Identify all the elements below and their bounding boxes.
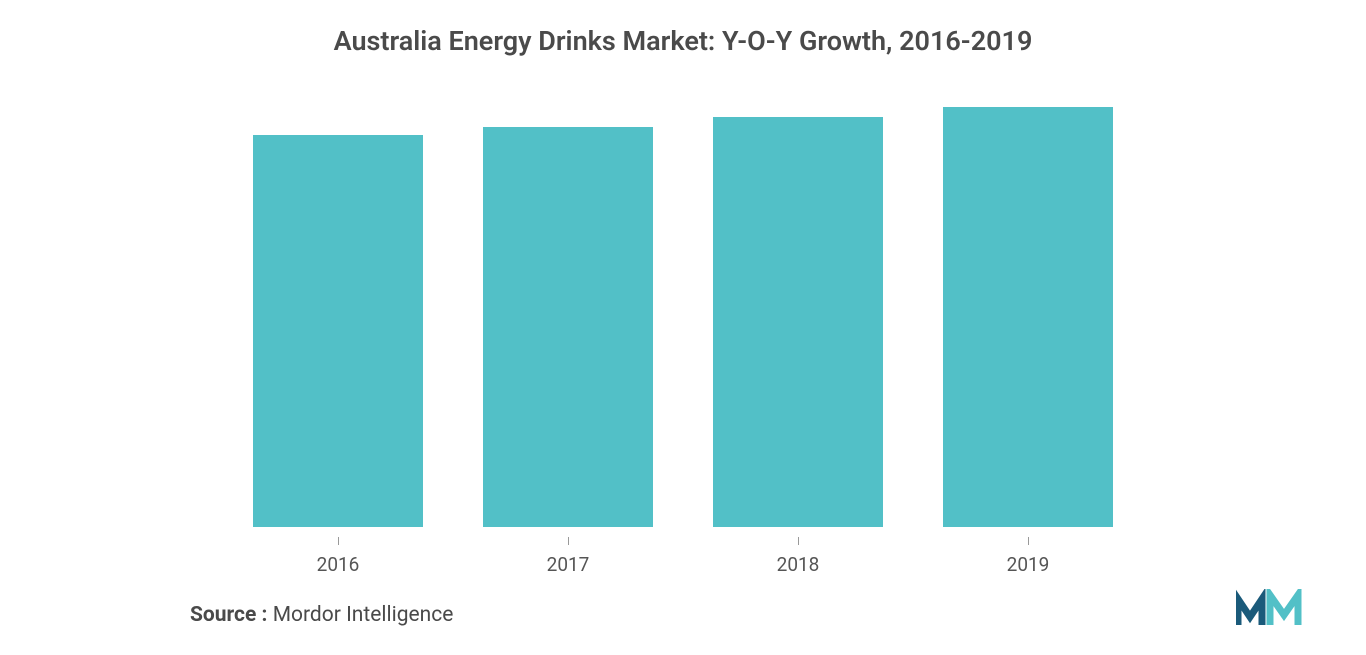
bar-group: [223, 135, 453, 527]
bar-2018: [713, 117, 883, 527]
x-tick: [798, 537, 799, 545]
x-tick: [338, 537, 339, 545]
x-tick: [1028, 537, 1029, 545]
bar-2017: [483, 127, 653, 527]
x-tick: [568, 537, 569, 545]
bar-group: [683, 117, 913, 527]
source-label: Source :: [190, 603, 267, 627]
x-label: 2019: [1007, 553, 1050, 576]
x-label: 2018: [777, 553, 820, 576]
mordor-logo-icon: [1236, 589, 1306, 627]
x-label-group: 2018: [683, 537, 913, 576]
x-label: 2017: [547, 553, 590, 576]
bars-wrapper: [223, 107, 1143, 527]
bar-group: [913, 107, 1143, 527]
x-axis: 2016 2017 2018 2019: [40, 537, 1326, 576]
source-text: Source : Mordor Intelligence: [190, 603, 453, 627]
bar-group: [453, 127, 683, 527]
x-label: 2016: [317, 553, 360, 576]
x-label-group: 2019: [913, 537, 1143, 576]
bar-2019: [943, 107, 1113, 527]
chart-container: Australia Energy Drinks Market: Y-O-Y Gr…: [0, 0, 1366, 655]
chart-footer: Source : Mordor Intelligence: [0, 589, 1366, 627]
x-label-group: 2016: [223, 537, 453, 576]
x-label-group: 2017: [453, 537, 683, 576]
chart-plot-area: [40, 107, 1326, 527]
source-value: Mordor Intelligence: [273, 603, 454, 627]
chart-title: Australia Energy Drinks Market: Y-O-Y Gr…: [40, 25, 1326, 57]
bar-2016: [253, 135, 423, 527]
x-labels-wrapper: 2016 2017 2018 2019: [223, 537, 1143, 576]
